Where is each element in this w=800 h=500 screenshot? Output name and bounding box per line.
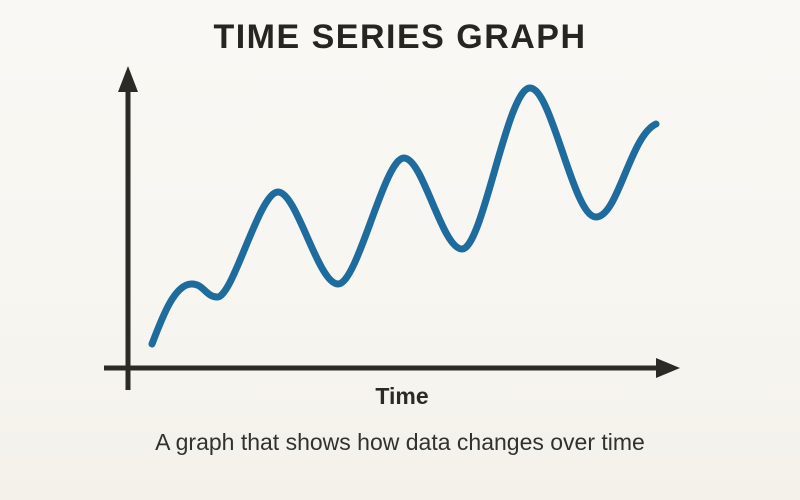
page-title: TIME SERIES GRAPH — [213, 18, 587, 56]
x-axis-arrowhead-icon — [656, 358, 680, 378]
time-series-curve — [148, 84, 660, 348]
x-axis-label: Time — [375, 383, 429, 409]
y-axis-arrowhead-icon — [118, 66, 138, 92]
caption-text: A graph that shows how data changes over… — [155, 429, 645, 455]
